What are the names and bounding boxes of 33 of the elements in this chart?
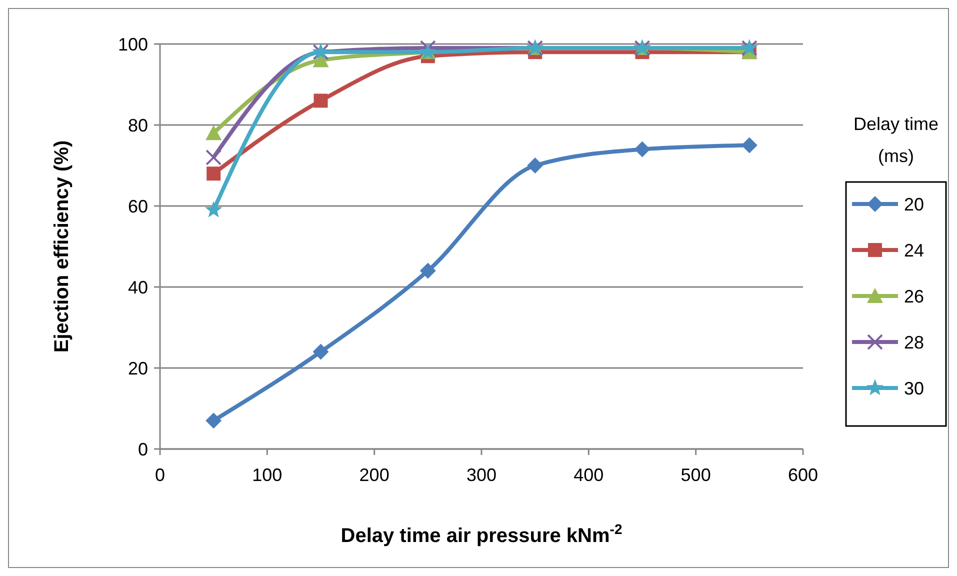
point [206,149,222,166]
point [527,158,544,174]
point [314,94,328,108]
point [205,201,222,218]
point [206,412,222,429]
x-tick-label: 100 [252,465,282,485]
point [420,40,436,56]
y-axis-title: Ejection efficiency (%) [51,140,73,353]
point [741,137,758,154]
y-tick-label: 60 [128,196,148,216]
point [312,344,329,360]
y-tick-label: 100 [118,34,148,54]
legend-label: 26 [904,286,924,306]
point [206,125,222,140]
point [206,166,221,181]
legend-label: 24 [904,240,924,260]
x-tick-label: 300 [466,465,497,485]
point [420,262,436,279]
legend-title: Delay time (ms) [853,114,939,166]
x-tick-label: 0 [154,465,166,485]
x-axis-title: Delay time air pressure kNm$^{-2}$ [340,521,622,547]
y-tick-label: 0 [138,439,148,460]
legend-label: 30 [904,378,924,398]
legend-label: 28 [904,332,924,352]
point [634,141,650,158]
x-tick-label: 200 [359,465,390,485]
y-tick-label: 40 [128,277,148,298]
legend-label: 20 [904,194,924,214]
x-tick-label: 500 [680,465,711,485]
y-tick-label: 80 [128,115,148,136]
x-tick-label: 400 [574,465,604,485]
x-tick-label: 600 [788,465,818,485]
y-tick-label: 20 [128,358,148,378]
